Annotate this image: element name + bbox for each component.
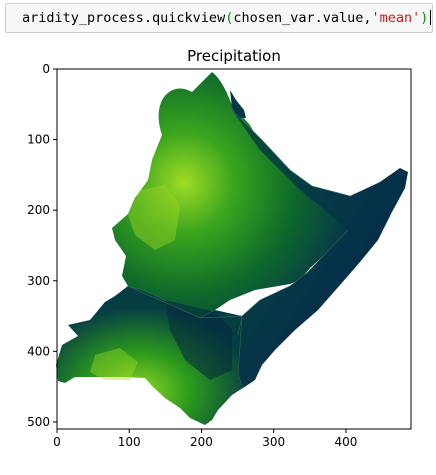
y-axis: 0 100 200 300 400 500 [27,62,57,429]
argument-value: chosen_var.value, [233,10,372,26]
code-line[interactable]: aridity_process.quickview(chosen_var.val… [22,10,432,26]
output-area: Precipitation 0 100 200 300 400 0 100 200 300 40… [0,40,436,471]
text-cursor [430,10,432,25]
dark-core [165,300,232,380]
function-call: aridity_process.quickview [22,10,226,26]
region-lakes [90,348,138,380]
precipitation-plot: Precipitation 0 100 200 300 400 0 100 200 300 40… [27,47,412,449]
region-west [112,72,352,318]
red-sea-coast [230,90,246,118]
code-cell[interactable]: aridity_process.quickview(chosen_var.val… [5,3,433,33]
x-tick-label: 400 [335,435,358,449]
x-tick-label: 200 [190,435,213,449]
y-tick-label: 100 [27,133,50,147]
region-highlands [128,185,180,250]
chart-title: Precipitation [187,47,281,65]
x-tick-label: 0 [53,435,61,449]
x-axis: 0 100 200 300 400 [53,429,357,449]
plot-frame [56,68,412,430]
y-tick-label: 300 [27,274,50,288]
y-tick-label: 0 [42,62,50,76]
open-paren: ( [225,10,234,26]
y-tick-label: 400 [27,344,50,358]
close-paren: ) [420,10,429,26]
y-tick-label: 500 [27,415,50,429]
x-tick-label: 300 [262,435,285,449]
argument-string: 'mean' [371,10,421,26]
border-lines [127,109,351,375]
map-image [56,72,408,425]
region-horn [232,110,408,388]
y-tick-label: 200 [27,203,50,217]
x-tick-label: 100 [118,435,141,449]
